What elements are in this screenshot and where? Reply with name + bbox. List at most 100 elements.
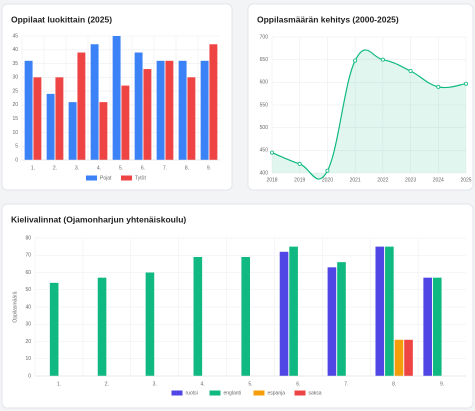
bar [145,272,155,376]
bar [77,52,86,160]
y-tick-label: 550 [260,102,269,108]
y-tick-label: 500 [260,125,269,131]
y-tick-label: 10 [12,130,18,136]
y-axis-label: Oppilasmäärä [12,291,18,322]
legend-swatch [209,390,221,396]
legend-label: saksa [309,390,322,396]
x-tick-label: 2. [53,165,57,171]
bar [337,262,346,376]
x-tick-label: 4. [201,381,205,387]
bar [404,339,413,376]
x-tick-label: 8. [392,381,396,387]
bar [33,77,42,160]
y-tick-label: 600 [260,80,269,86]
x-tick-label: 5. [119,165,123,171]
y-tick-label: 0 [15,157,18,163]
x-tick-label: 5. [248,381,252,387]
bar [121,85,130,160]
x-tick-label: 2019 [294,177,305,183]
chart-title: Oppilasmäärän kehitys (2000-2025) [257,14,399,24]
bar [68,102,77,160]
point [408,69,413,74]
y-tick-label: 400 [260,170,269,176]
x-tick-label: 2022 [377,177,388,183]
bar [423,277,432,376]
y-tick-label: 10 [25,356,31,362]
y-tick-label: 40 [25,304,31,310]
bar [385,246,394,376]
y-tick-label: 30 [12,75,18,81]
x-tick-label: 4. [97,165,101,171]
bar [99,102,108,160]
y-tick-label: 20 [12,102,18,108]
chart-title: Oppilaat luokittain (2025) [11,14,112,24]
x-tick-label: 2024 [433,177,444,183]
bar [289,246,298,376]
legend-swatch [121,175,132,181]
x-tick-label: 2023 [405,177,416,183]
legend-swatch [253,390,265,396]
y-tick-label: 40 [12,47,18,53]
y-tick-label: 60 [25,270,31,276]
legend-label: Pojat [100,175,112,181]
legend-label: Tytöt [135,175,146,181]
bar [187,77,196,160]
point [380,57,385,62]
bar [24,60,33,160]
bar [375,246,385,376]
y-tick-label: 80 [25,235,31,241]
bar [156,60,165,160]
y-tick-label: 30 [25,322,31,328]
x-tick-label: 7. [163,165,167,171]
x-tick-label: 2021 [350,177,361,183]
bar [432,277,442,376]
point [353,58,358,63]
x-tick-label: 3. [75,165,79,171]
y-tick-label: 70 [25,253,31,259]
bar [49,282,59,376]
x-tick-label: 2025 [460,177,471,183]
x-tick-label: 6. [296,381,300,387]
bar [279,251,289,376]
area [272,49,466,180]
bar [394,339,404,376]
card [247,3,474,191]
bar [209,44,218,161]
point [325,168,330,173]
x-tick-label: 6. [141,165,145,171]
bar [134,52,143,160]
chart-title: Kielivalinnat (Ojamonharjun yhtenäiskoul… [11,214,186,224]
point [436,84,441,89]
x-tick-label: 1. [31,165,35,171]
legend-swatch [86,175,97,181]
legend-swatch [294,390,306,396]
x-tick-label: 9. [440,381,444,387]
line [271,49,467,180]
y-tick-label: 15 [12,116,18,122]
x-tick-label: 3. [153,381,157,387]
bar [90,44,99,161]
y-tick-label: 650 [260,57,269,63]
point [463,81,468,86]
bar [178,60,187,160]
x-tick-label: 7. [344,381,348,387]
y-tick-label: 0 [28,373,31,379]
x-tick-label: 2. [105,381,109,387]
legend-swatch [171,390,183,396]
y-tick-label: 50 [25,287,31,293]
x-tick-label: 8. [185,165,189,171]
legend-label: ruotsi [186,390,198,396]
bar [97,277,107,376]
y-tick-label: 35 [12,61,18,67]
bar [143,69,152,160]
y-tick-label: 450 [260,148,269,154]
point [297,161,302,166]
legend-label: espanja [268,390,286,396]
card [1,203,474,409]
bar [46,93,55,160]
point [269,150,274,155]
y-tick-label: 20 [25,339,31,345]
x-tick-label: 1. [57,381,61,387]
bar [165,60,174,160]
